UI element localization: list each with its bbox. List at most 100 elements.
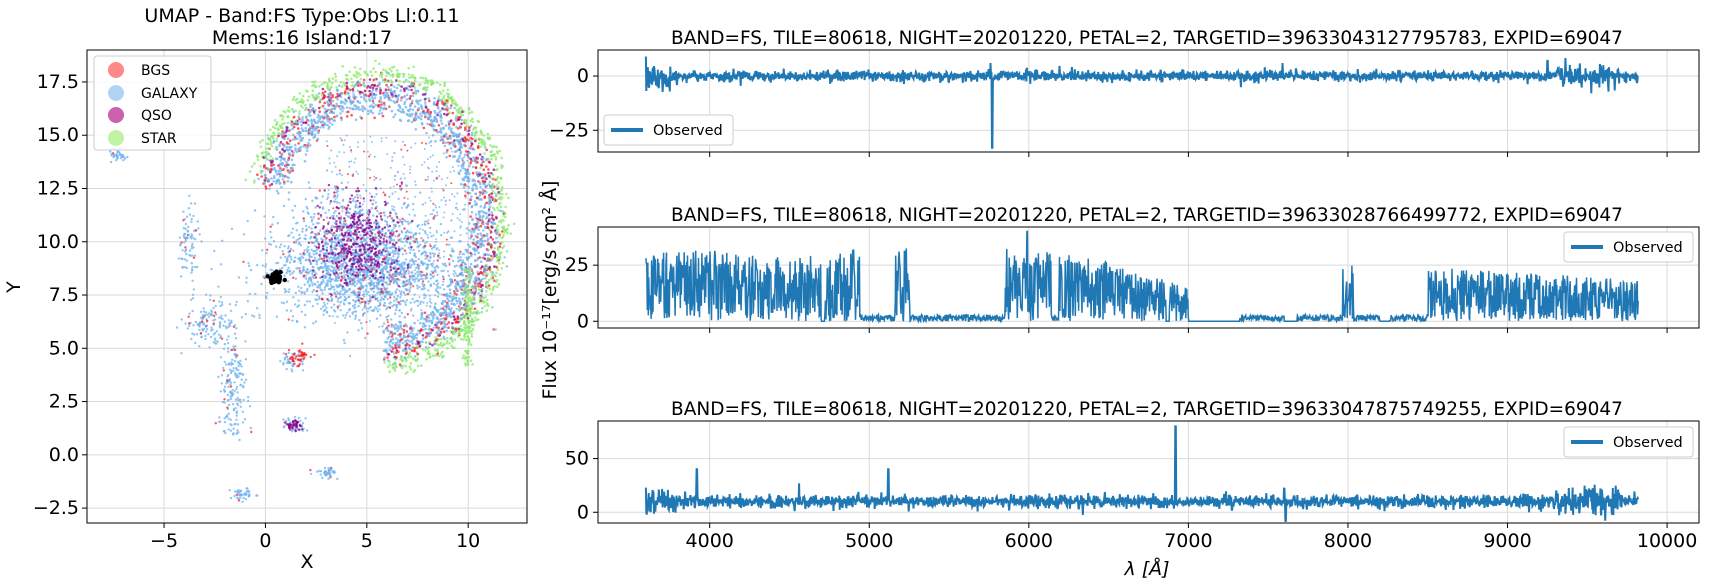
umap-point-galaxy (369, 153, 372, 156)
umap-point-galaxy (466, 171, 469, 174)
umap-point-galaxy (336, 98, 340, 101)
umap-point-galaxy (297, 132, 301, 136)
umap-point-star (396, 75, 399, 79)
umap-point-galaxy (279, 360, 282, 363)
umap-point-star (294, 98, 297, 102)
umap-point-galaxy (472, 280, 476, 284)
umap-point-galaxy (319, 307, 323, 311)
umap-point-bgs (487, 160, 491, 164)
umap-point-galaxy (403, 356, 406, 359)
umap-point-galaxy (478, 194, 482, 197)
umap-point-bgs (287, 348, 291, 352)
umap-point-galaxy (383, 96, 387, 99)
umap-point-galaxy (339, 295, 343, 299)
umap-point-galaxy (320, 262, 323, 265)
umap-point-galaxy (275, 157, 279, 160)
umap-point-galaxy (403, 316, 407, 319)
umap-point-bgs (270, 164, 273, 167)
umap-point-galaxy (342, 107, 345, 110)
umap-point-qso (453, 318, 456, 321)
umap-point-galaxy (426, 233, 429, 236)
umap-point-star (496, 206, 499, 209)
umap-point-bgs (290, 150, 294, 153)
umap-point-star (273, 133, 277, 137)
umap-point-galaxy (291, 227, 295, 230)
umap-point-star (497, 208, 501, 212)
umap-point-star (489, 270, 493, 274)
umap-point-star (369, 70, 373, 73)
umap-point-bgs (212, 322, 215, 325)
umap-point-bgs (379, 211, 383, 215)
umap-point-galaxy (442, 321, 445, 324)
umap-point-star (474, 316, 477, 319)
umap-point-galaxy (234, 398, 238, 401)
umap-point-qso (347, 96, 351, 100)
umap-point-galaxy (465, 227, 469, 230)
umap-point-galaxy (115, 159, 118, 162)
umap-point-galaxy (322, 266, 325, 270)
umap-point-bgs (469, 252, 473, 255)
umap-point-galaxy (218, 326, 222, 329)
umap-point-bgs (463, 128, 467, 131)
umap-point-star (428, 352, 431, 356)
umap-point-galaxy (440, 302, 444, 305)
umap-point-bgs (394, 346, 398, 350)
umap-point-galaxy (333, 256, 336, 259)
umap-point-galaxy (331, 470, 334, 474)
umap-point-galaxy (330, 123, 334, 126)
umap-point-galaxy (261, 249, 264, 252)
umap-point-galaxy (336, 194, 339, 197)
umap-point-galaxy (353, 220, 356, 223)
umap-point-galaxy (467, 180, 471, 183)
umap-point-star (437, 95, 441, 98)
umap-point-galaxy (439, 114, 443, 118)
umap-point-star (253, 181, 256, 184)
umap-point-galaxy (336, 155, 339, 158)
umap-point-galaxy (421, 223, 424, 226)
umap-point-galaxy (482, 210, 485, 214)
umap-point-bgs (485, 201, 488, 205)
umap-point-galaxy (190, 217, 193, 221)
umap-point-galaxy (188, 194, 191, 197)
umap-point-galaxy (392, 185, 395, 188)
umap-point-galaxy (421, 340, 424, 344)
umap-point-galaxy (446, 231, 449, 234)
umap-point-galaxy (472, 302, 475, 305)
umap-point-galaxy (474, 203, 477, 206)
umap-point-star (283, 122, 286, 125)
umap-point-galaxy (401, 110, 405, 114)
umap-point-galaxy (354, 205, 357, 208)
umap-point-bgs (318, 110, 322, 113)
umap-point-star (491, 145, 494, 149)
umap-point-galaxy (419, 99, 422, 102)
umap-point-galaxy (369, 320, 371, 322)
umap-point-star (494, 158, 498, 161)
umap-point-bgs (442, 135, 446, 138)
umap-point-star (390, 81, 394, 84)
umap-point-galaxy (449, 171, 452, 173)
umap-point-galaxy (371, 98, 375, 101)
umap-point-galaxy (276, 261, 280, 265)
umap-point-galaxy (342, 314, 345, 317)
umap-point-star (261, 151, 265, 154)
umap-point-galaxy (348, 106, 352, 110)
umap-point-bgs (214, 311, 217, 314)
umap-point-galaxy (479, 237, 482, 241)
umap-point-galaxy (450, 302, 453, 306)
umap-point-star (334, 79, 338, 82)
umap-point-galaxy (407, 88, 410, 92)
umap-point-galaxy (329, 467, 332, 470)
umap-point-galaxy (414, 111, 418, 114)
umap-point-bgs (498, 245, 502, 248)
umap-point-galaxy (279, 243, 283, 246)
umap-point-galaxy (456, 256, 460, 259)
umap-point-galaxy (451, 247, 453, 250)
umap-point-galaxy (315, 294, 319, 297)
umap-point-galaxy (429, 297, 432, 300)
umap-point-bgs (413, 349, 417, 352)
umap-point-galaxy (301, 118, 304, 122)
umap-point-bgs (442, 189, 445, 192)
umap-point-star (434, 348, 437, 352)
umap-point-galaxy (398, 327, 401, 330)
umap-point-galaxy (183, 218, 186, 221)
